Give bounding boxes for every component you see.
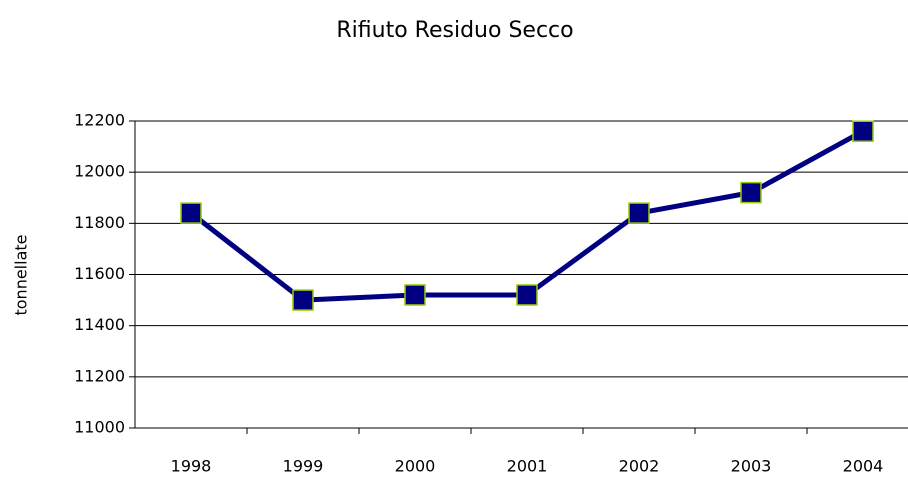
x-tick-label: 1999 bbox=[283, 457, 324, 476]
y-axis-label: tonnellate bbox=[12, 235, 31, 316]
y-tick-label: 11600 bbox=[74, 264, 125, 283]
marker bbox=[404, 284, 426, 306]
y-tick-label: 11800 bbox=[74, 213, 125, 232]
y-tick-label: 11400 bbox=[74, 315, 125, 334]
x-tick-label: 2000 bbox=[395, 457, 436, 476]
marker bbox=[180, 202, 202, 224]
x-tick-label: 2002 bbox=[619, 457, 660, 476]
x-tick-label: 2001 bbox=[507, 457, 548, 476]
marker bbox=[628, 202, 650, 224]
y-tick-label: 12000 bbox=[74, 162, 125, 181]
x-tick-label: 2004 bbox=[843, 457, 884, 476]
y-tick-label: 11200 bbox=[74, 366, 125, 385]
y-tick-label: 11000 bbox=[74, 418, 125, 437]
x-tick-label: 1998 bbox=[171, 457, 212, 476]
marker bbox=[852, 120, 874, 142]
marker bbox=[740, 181, 762, 204]
chart-title: Rifiuto Residuo Secco bbox=[336, 18, 573, 43]
marker bbox=[516, 284, 538, 306]
x-tick-label: 2003 bbox=[731, 457, 772, 476]
marker bbox=[292, 289, 314, 311]
y-tick-label: 12200 bbox=[74, 111, 125, 130]
